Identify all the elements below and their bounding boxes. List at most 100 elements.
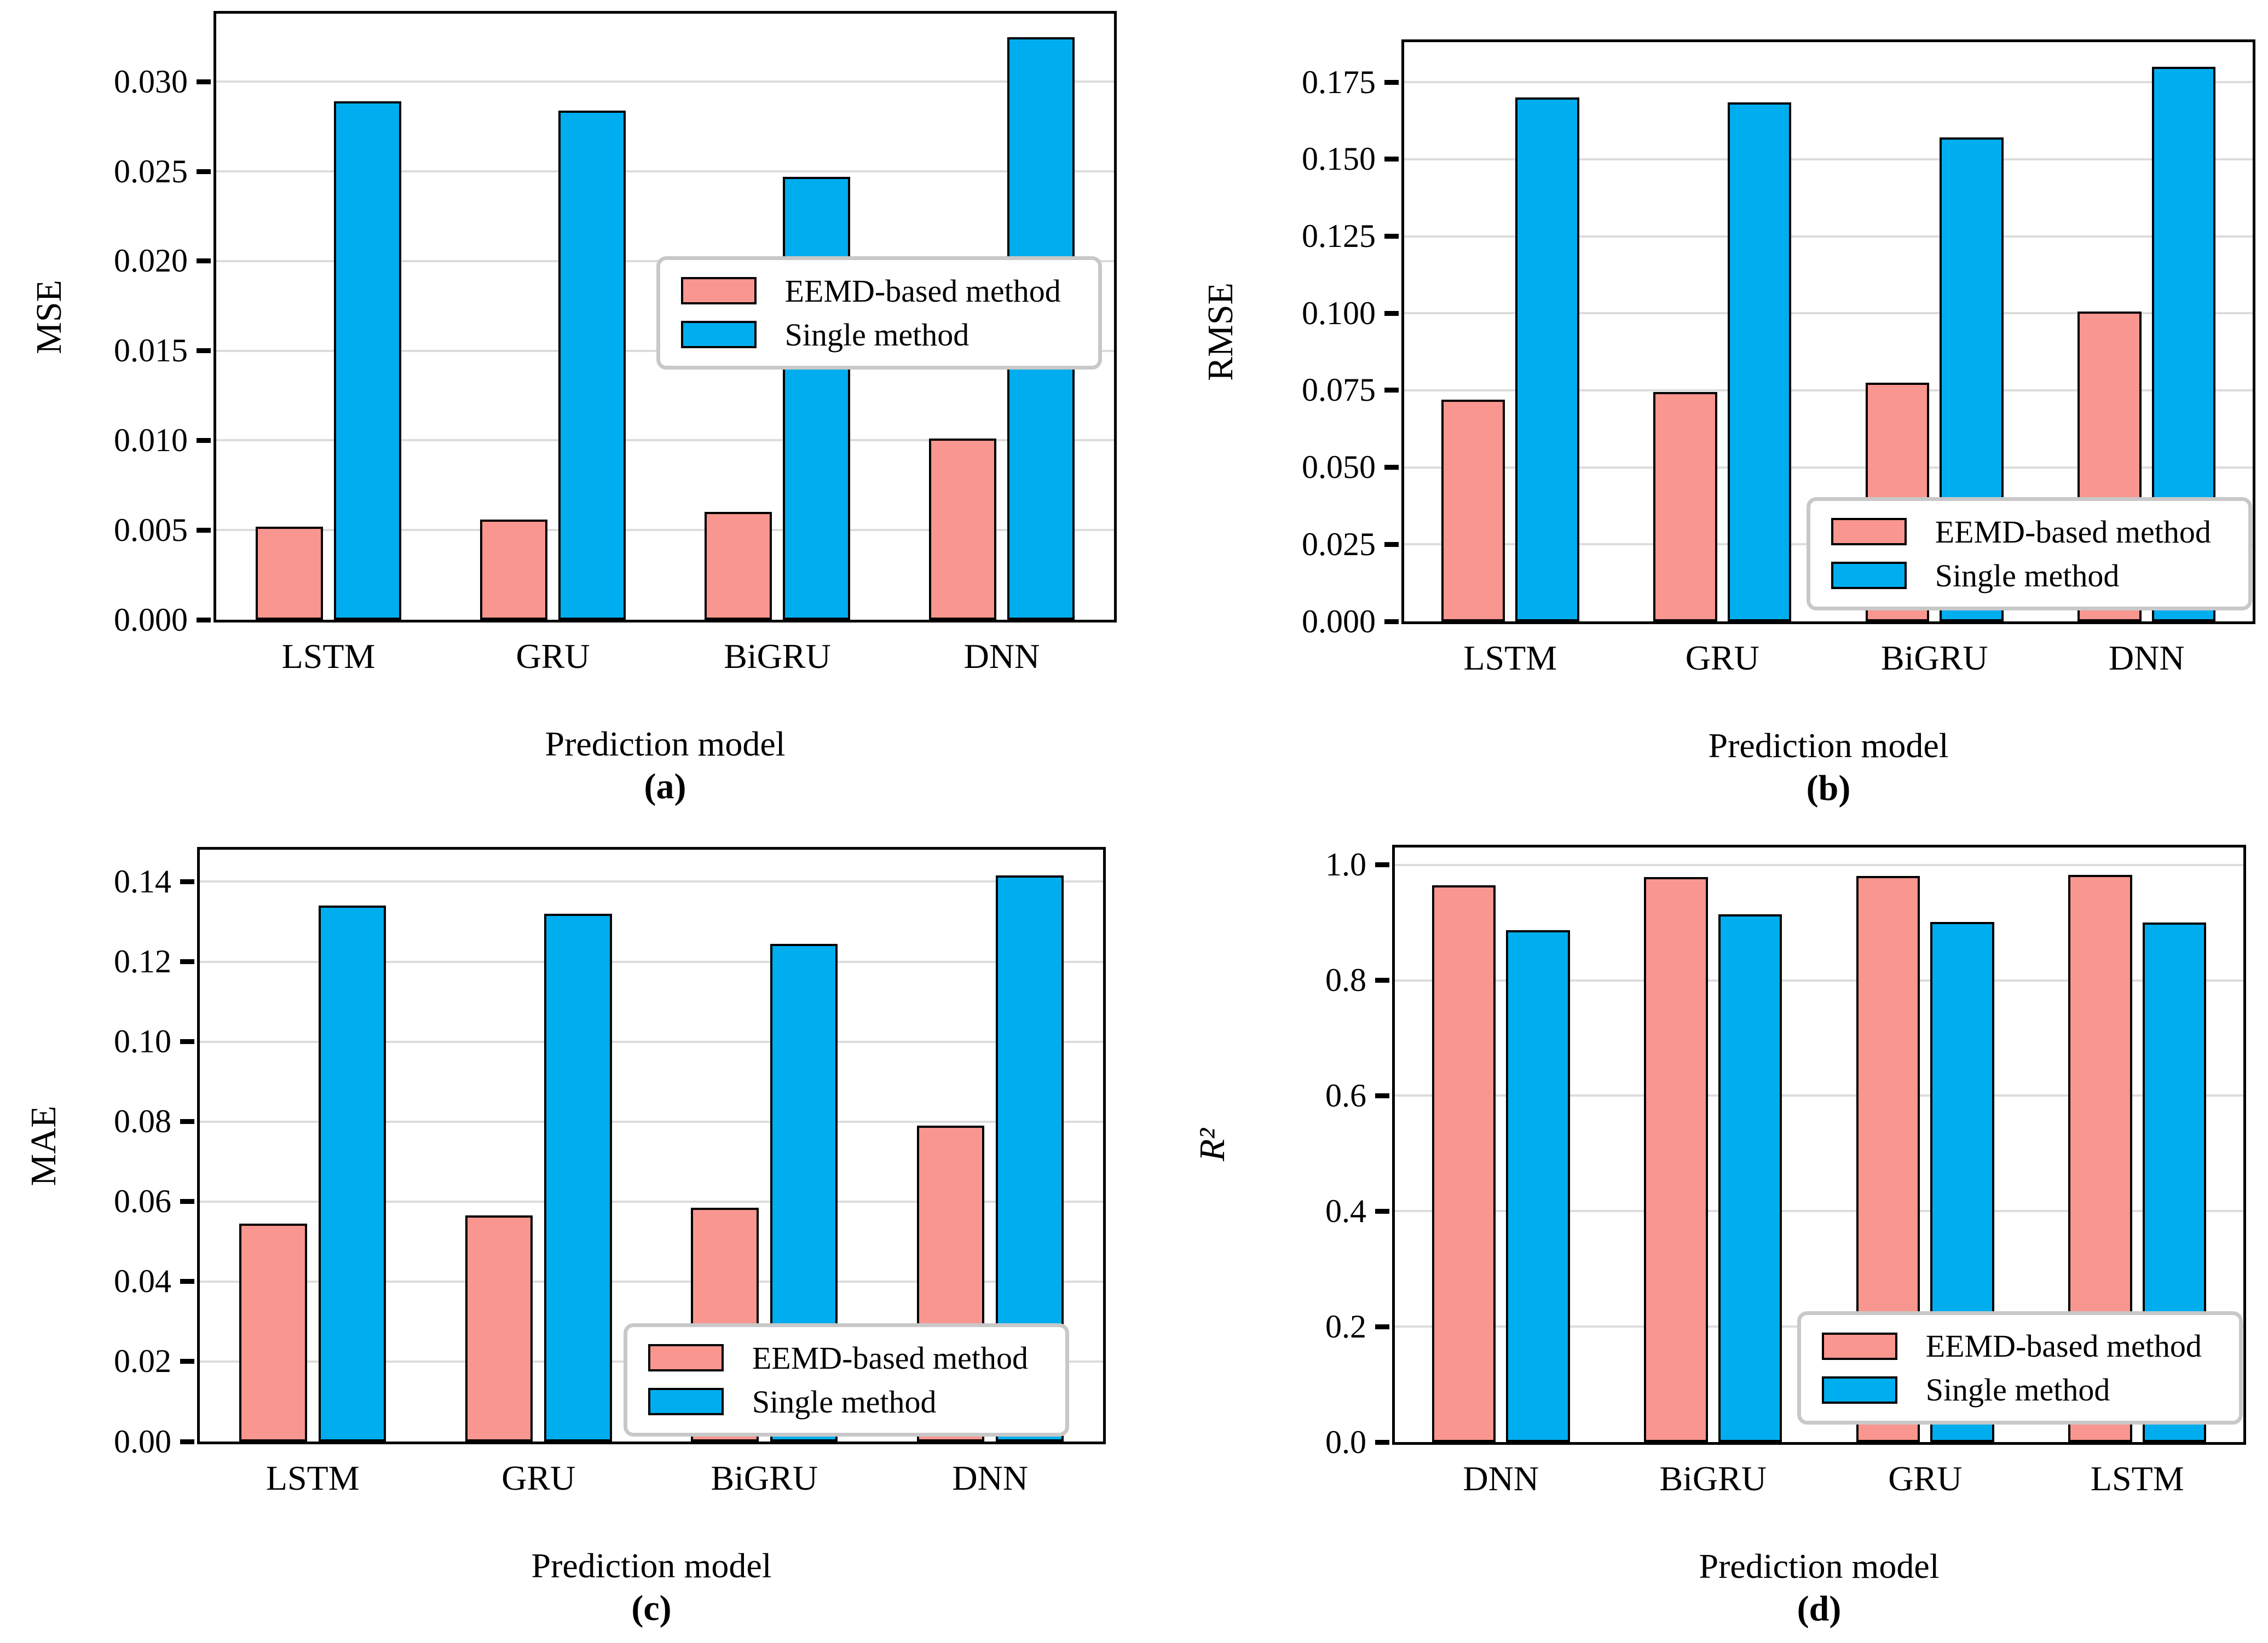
y-tick-label: 0.12 xyxy=(114,943,171,979)
y-tick-label: 0.025 xyxy=(114,153,188,189)
bar-single xyxy=(1506,930,1570,1442)
y-tick-mark xyxy=(1384,157,1399,162)
y-tick-label: 0.020 xyxy=(114,243,188,279)
gridline xyxy=(1395,863,2243,866)
y-tick-label: 0.10 xyxy=(114,1023,171,1060)
y-axis-label: RMSE xyxy=(1201,283,1240,381)
bar-single xyxy=(996,875,1064,1442)
y-tick-mark xyxy=(1375,862,1389,868)
x-tick-label: BiGRU xyxy=(1659,1459,1767,1498)
y-tick-label: 1.0 xyxy=(1325,846,1366,883)
y-tick-label: 0.030 xyxy=(114,63,188,100)
y-tick-mark xyxy=(1384,465,1399,470)
legend-row: EEMD-based method xyxy=(680,273,1082,309)
legend: EEMD-based method Single method xyxy=(656,256,1102,370)
bar-eemd xyxy=(1644,877,1708,1442)
legend: EEMD-based method Single method xyxy=(1797,1311,2243,1425)
bar-eemd xyxy=(465,1215,533,1442)
y-tick-mark xyxy=(197,79,211,84)
y-tick-label: 0.175 xyxy=(1302,64,1376,100)
y-tick-mark xyxy=(1384,234,1399,239)
legend-row: Single method xyxy=(680,316,1082,353)
y-tick-label: 0.125 xyxy=(1302,218,1376,255)
bar-eemd xyxy=(1432,885,1496,1442)
y-tick-mark xyxy=(1375,978,1389,983)
gridline xyxy=(1404,466,2253,469)
gridline xyxy=(1395,1325,2243,1328)
gridline xyxy=(1404,312,2253,315)
bar-single xyxy=(2151,67,2216,621)
y-tick-label: 0.6 xyxy=(1325,1077,1366,1114)
plot-inner: 0.00 0.02 0.04 0.06 0.08 0.10 0.12 0.14 LSTM GRU B… xyxy=(114,850,1103,1497)
y-tick-mark xyxy=(1384,619,1399,624)
panel-caption: (d) xyxy=(1797,1589,1842,1629)
gridline xyxy=(200,1200,1103,1203)
bar-single xyxy=(1930,922,1994,1442)
y-tick-mark xyxy=(1375,1439,1389,1445)
legend-swatch-single xyxy=(648,1388,724,1416)
x-tick-label: BiGRU xyxy=(724,637,831,676)
bar-single xyxy=(318,906,386,1442)
x-tick-label: LSTM xyxy=(1463,638,1557,677)
y-tick-mark xyxy=(180,1199,194,1204)
y-tick-mark xyxy=(1375,1093,1389,1098)
panel-caption: (b) xyxy=(1806,768,1851,808)
legend-swatch-single xyxy=(1831,562,1907,590)
y-tick-mark xyxy=(180,1039,194,1045)
bar-eemd xyxy=(255,526,323,620)
y-tick-label: 0.8 xyxy=(1325,962,1366,998)
legend: EEMD-based method Single method xyxy=(623,1323,1069,1437)
y-tick-label: 0.02 xyxy=(114,1343,171,1380)
legend-label: Single method xyxy=(752,1383,937,1420)
bar-single xyxy=(783,177,851,620)
y-tick-mark xyxy=(180,1359,194,1364)
gridline xyxy=(1395,1210,2243,1213)
y-tick-mark xyxy=(197,348,211,354)
y-tick-mark xyxy=(197,258,211,264)
bar-single xyxy=(770,943,838,1442)
gridline xyxy=(200,880,1103,883)
legend-label: EEMD-based method xyxy=(784,273,1061,309)
y-tick-label: 0.000 xyxy=(1302,603,1376,639)
plot-area: 0.00 0.02 0.04 0.06 0.08 0.10 0.12 0.14 LSTM GRU B… xyxy=(114,847,1106,1497)
y-tick-mark xyxy=(1384,79,1399,85)
bar-eemd xyxy=(239,1223,307,1442)
plot-inner: 0.0 0.2 0.4 0.6 0.8 1.0 DNN BiGRU GRU LSTM EEMD-ba… xyxy=(1325,846,2243,1498)
bar-eemd xyxy=(2077,312,2142,621)
x-tick-label: DNN xyxy=(963,637,1040,676)
y-axis-label: MAE xyxy=(24,1105,64,1186)
plot-inner: 0.000 0.005 0.010 0.015 0.020 0.025 0.030 LSTM G… xyxy=(114,14,1114,676)
x-tick-label: GRU xyxy=(501,1458,576,1497)
bar-single xyxy=(1718,914,1782,1442)
plot-area: 0.0 0.2 0.4 0.6 0.8 1.0 DNN BiGRU GRU LSTM EEMD-ba… xyxy=(1325,845,2246,1498)
gridline xyxy=(216,170,1114,173)
plot-inner: 0.000 0.025 0.050 0.075 0.100 0.125 0.150 0.175… xyxy=(1302,42,2253,677)
bar-eemd xyxy=(928,439,996,620)
x-tick-label: GRU xyxy=(1685,638,1759,677)
legend-label: EEMD-based method xyxy=(1925,1328,2202,1364)
legend-swatch-single xyxy=(1821,1376,1897,1404)
gridline xyxy=(216,260,1114,262)
legend-swatch-eemd xyxy=(680,277,757,305)
gridline xyxy=(1404,81,2253,84)
legend: EEMD-based method Single method xyxy=(1806,497,2252,610)
plot-area: 0.000 0.025 0.050 0.075 0.100 0.125 0.150 0.175… xyxy=(1302,39,2255,677)
bar-eemd xyxy=(480,519,547,620)
bar-single xyxy=(1515,97,1579,621)
y-tick-label: 0.015 xyxy=(114,332,188,369)
gridline xyxy=(200,1360,1103,1363)
legend-row: Single method xyxy=(1831,557,2232,594)
gridline xyxy=(200,1040,1103,1043)
bar-eemd xyxy=(1653,391,1717,621)
legend-label: EEMD-based method xyxy=(752,1340,1029,1376)
x-tick-label: GRU xyxy=(516,637,590,676)
plot-area: 0.000 0.005 0.010 0.015 0.020 0.025 0.030 LSTM G… xyxy=(114,11,1117,676)
legend-swatch-eemd xyxy=(1831,518,1907,546)
y-tick-mark xyxy=(180,1119,194,1125)
legend-label: Single method xyxy=(784,316,969,353)
y-tick-label: 0.010 xyxy=(114,422,188,458)
y-tick-mark xyxy=(1384,388,1399,393)
y-tick-mark xyxy=(180,879,194,884)
x-tick-label: DNN xyxy=(2108,638,2185,677)
